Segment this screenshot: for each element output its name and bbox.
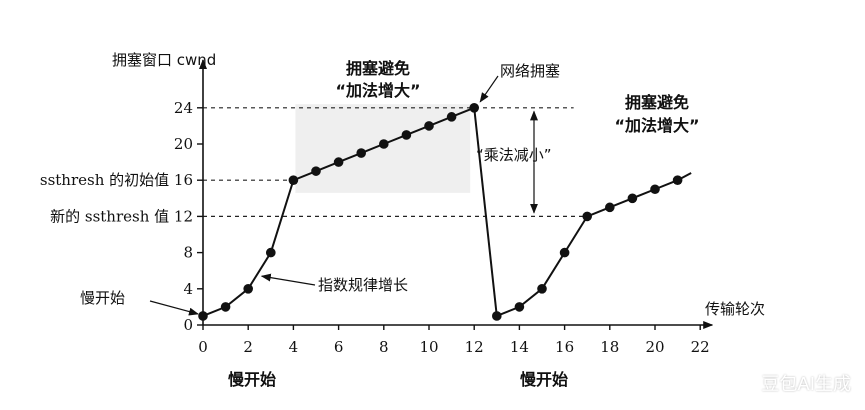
y-tick-label-4: 4 bbox=[183, 280, 193, 298]
x-tick-label-4: 4 bbox=[289, 338, 299, 356]
x-tick-label-22: 22 bbox=[691, 338, 710, 356]
data-point-s1-9 bbox=[401, 130, 412, 140]
y-tick-label-20: 20 bbox=[174, 135, 193, 153]
data-point-s2-7 bbox=[650, 184, 660, 195]
data-point-s1-12 bbox=[469, 103, 480, 113]
data-point-s1-6 bbox=[333, 157, 344, 167]
y-tick-label-24: 24 bbox=[174, 99, 193, 117]
data-point-s1-7 bbox=[356, 148, 367, 158]
annotation-ca2-line2: “加法增大” bbox=[614, 116, 699, 135]
data-point-s1-0 bbox=[198, 311, 208, 321]
annotation-ca2-line1: 拥塞避免 bbox=[625, 93, 689, 112]
data-point-s1-2 bbox=[243, 284, 253, 294]
x-tick-label-20: 20 bbox=[645, 338, 664, 356]
annotation-slow-start-bottom-2: 慢开始 bbox=[520, 370, 568, 389]
x-axis-title: 传输轮次 bbox=[705, 300, 765, 318]
y-axis-title: 拥塞窗口 cwnd bbox=[112, 51, 216, 69]
x-tick-label-16: 16 bbox=[555, 338, 574, 356]
y-tick-label-8: 8 bbox=[183, 244, 193, 262]
data-point-s1-8 bbox=[379, 139, 389, 149]
arrow-slow-start-left bbox=[149, 300, 199, 316]
x-tick-label-12: 12 bbox=[465, 338, 484, 356]
data-point-s2-8 bbox=[672, 175, 683, 185]
annotation-ca1-line1: 拥塞避免 bbox=[346, 59, 410, 78]
annotation-slow-start-left: 慢开始 bbox=[80, 289, 125, 307]
data-point-s1-11 bbox=[446, 112, 457, 122]
data-point-s1-3 bbox=[266, 247, 276, 258]
y-tick-label-12: 新的 ssthresh 值 12 bbox=[50, 207, 193, 225]
y-tick-label-0: 0 bbox=[183, 316, 193, 334]
x-tick-label-14: 14 bbox=[510, 338, 529, 356]
data-point-s1-4 bbox=[288, 175, 299, 185]
x-tick-label-10: 10 bbox=[419, 338, 438, 356]
data-point-s2-2 bbox=[537, 284, 547, 294]
x-tick-label-0: 0 bbox=[198, 338, 208, 356]
data-point-s1-1 bbox=[220, 302, 231, 312]
data-point-s2-6 bbox=[627, 193, 638, 204]
x-tick-label-8: 8 bbox=[379, 338, 389, 356]
x-tick-label-18: 18 bbox=[600, 338, 619, 356]
annotation-congestion: 网络拥塞 bbox=[500, 62, 560, 80]
x-tick-label-2: 2 bbox=[243, 338, 253, 356]
x-tick-label-6: 6 bbox=[334, 338, 344, 356]
arrow-congestion bbox=[479, 75, 499, 103]
drop-line bbox=[473, 107, 498, 317]
data-point-s2-4 bbox=[582, 211, 592, 222]
annotation-ca1-line2: “加法增大” bbox=[335, 81, 420, 100]
series-2-line bbox=[496, 172, 692, 317]
data-point-s2-0 bbox=[492, 311, 502, 321]
data-point-s2-3 bbox=[559, 247, 570, 258]
annotation-multiplicative: “乘法减小” bbox=[476, 146, 552, 164]
arrow-exponential bbox=[260, 273, 316, 286]
data-point-s2-1 bbox=[514, 302, 525, 312]
data-point-s2-5 bbox=[605, 202, 615, 213]
data-point-s1-10 bbox=[424, 121, 434, 131]
y-tick-label-16: ssthresh 的初始值 16 bbox=[40, 171, 193, 189]
watermark: 豆包AI生成 bbox=[761, 374, 851, 395]
annotation-exponential: 指数规律增长 bbox=[318, 276, 408, 294]
annotation-slow-start-bottom-1: 慢开始 bbox=[228, 370, 276, 389]
data-point-s1-5 bbox=[311, 166, 321, 176]
